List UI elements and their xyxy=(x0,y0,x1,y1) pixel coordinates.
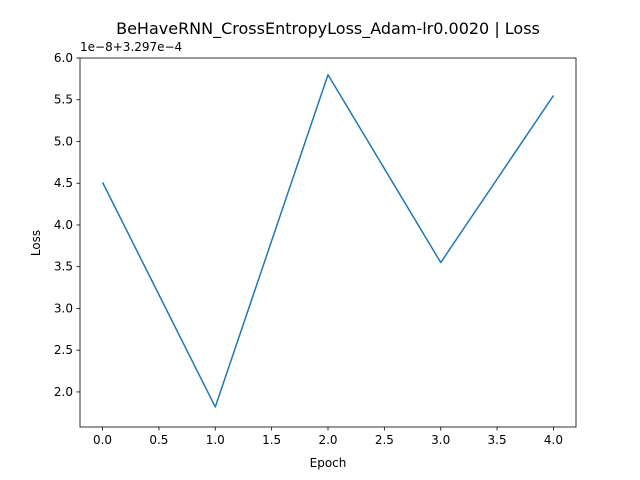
y-tick-label: 3.5 xyxy=(54,260,73,274)
x-tick-label: 0.0 xyxy=(93,433,112,447)
y-tick-label: 4.5 xyxy=(54,176,73,190)
x-tick-label: 1.5 xyxy=(262,433,281,447)
y-tick-label: 6.0 xyxy=(54,51,73,65)
y-tick-label: 4.0 xyxy=(54,218,73,232)
chart-title: BeHaveRNN_CrossEntropyLoss_Adam-lr0.0020… xyxy=(116,19,540,39)
y-axis-label: Loss xyxy=(29,230,43,256)
plot-area: 0.0 0.5 1.0 1.5 2.0 2.5 3.0 3.5 4.0 2.0 2.5 3.0 3.5 4… xyxy=(54,51,577,447)
y-tick-label: 5.5 xyxy=(54,93,73,107)
x-tick-label: 2.5 xyxy=(375,433,394,447)
y-tick-label: 2.5 xyxy=(54,343,73,357)
x-tick-label: 1.0 xyxy=(206,433,225,447)
x-tick-label: 3.0 xyxy=(431,433,450,447)
axes-frame xyxy=(79,57,577,428)
y-tick-label: 5.0 xyxy=(54,134,73,148)
x-tick-label: 2.0 xyxy=(318,433,337,447)
y-tick-label: 3.0 xyxy=(54,301,73,315)
x-tick-label: 4.0 xyxy=(544,433,563,447)
x-tick-label: 0.5 xyxy=(149,433,168,447)
x-axis-label: Epoch xyxy=(310,456,347,470)
y-tick-label: 2.0 xyxy=(54,385,73,399)
y-offset-label: 1e−8+3.297e−4 xyxy=(80,40,182,54)
x-tick-label: 3.5 xyxy=(488,433,507,447)
